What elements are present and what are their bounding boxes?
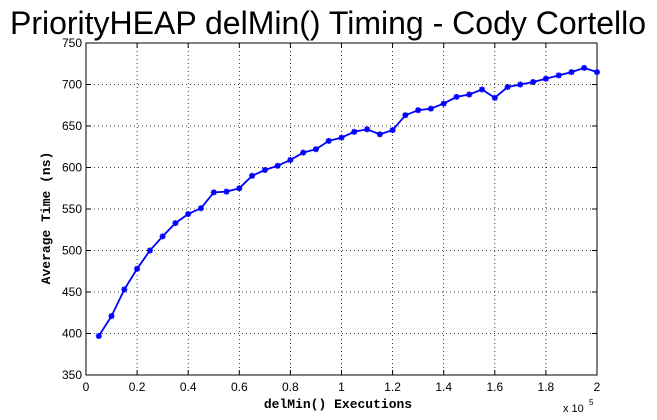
data-point — [223, 188, 230, 195]
data-point — [581, 64, 588, 71]
data-point — [108, 313, 115, 320]
y-tick-label: 350 — [62, 368, 82, 382]
data-point — [440, 100, 447, 107]
data-point — [121, 286, 128, 293]
data-point — [389, 127, 396, 134]
data-point — [530, 79, 537, 85]
y-tick-label: 700 — [62, 78, 82, 92]
data-point — [351, 128, 358, 135]
data-point — [159, 233, 166, 240]
x-tick-label: 0.2 — [129, 380, 146, 394]
y-tick-label: 650 — [62, 119, 82, 133]
chart-title: PriorityHEAP delMin() Timing - Cody Cort… — [10, 5, 646, 41]
data-point — [313, 146, 319, 153]
data-point — [236, 185, 243, 192]
data-point — [376, 131, 383, 138]
data-point — [479, 86, 485, 93]
y-tick-label: 500 — [62, 244, 82, 258]
axis-ticks: 0 0.2 0.4 0.6 0.8 1 1.2 1.4 1.6 1.8 2 350 400 450 500 5… — [62, 36, 601, 394]
data-point — [427, 105, 434, 112]
y-tick-label: 450 — [62, 285, 82, 299]
series-line — [98, 66, 598, 337]
grid-lines — [86, 43, 597, 375]
y-axis-label: Average Time (ns) — [39, 152, 54, 285]
x-tick-label: 0.6 — [231, 380, 248, 394]
data-point — [491, 94, 498, 101]
x-tick-label: 1 — [338, 380, 345, 394]
x-tick-label: 1.4 — [435, 380, 452, 394]
data-point — [364, 126, 371, 133]
data-point — [555, 72, 562, 79]
x-tick-label: 1.2 — [384, 380, 401, 394]
y-tick-label: 400 — [62, 327, 82, 341]
data-point — [325, 137, 332, 144]
data-point — [466, 91, 473, 98]
x-tick-label: 1.6 — [486, 380, 503, 394]
data-point — [287, 157, 294, 163]
data-point — [261, 167, 268, 173]
data-point — [594, 69, 600, 76]
y-tick-label: 600 — [62, 161, 82, 175]
series-layer — [95, 64, 600, 339]
data-point — [134, 265, 141, 272]
data-point — [274, 162, 281, 169]
x-tick-label: 1.8 — [538, 380, 555, 394]
x-multiplier-exponent: 5 — [589, 398, 594, 407]
x-tick-label: 0 — [83, 380, 90, 394]
x-tick-label: 0.8 — [282, 380, 299, 394]
x-tick-label: 0.4 — [180, 380, 197, 394]
x-tick-label: 2 — [594, 380, 601, 394]
data-point — [172, 220, 179, 227]
data-point — [198, 205, 204, 212]
data-point — [95, 333, 102, 339]
data-point — [338, 134, 345, 141]
data-point — [146, 247, 153, 254]
data-point — [568, 69, 575, 76]
y-tick-label: 750 — [62, 36, 82, 50]
data-point — [402, 112, 409, 119]
y-tick-label: 550 — [62, 202, 82, 216]
data-point — [300, 149, 307, 156]
data-point — [210, 189, 217, 196]
data-point — [415, 107, 422, 114]
x-multiplier-label: x 10 — [563, 403, 584, 415]
data-point — [504, 84, 511, 90]
x-axis-label: delMin() Executions — [264, 397, 412, 412]
data-point — [249, 172, 256, 179]
data-point — [453, 93, 460, 100]
data-point — [517, 81, 524, 88]
data-point — [542, 75, 549, 82]
data-point — [185, 211, 192, 217]
